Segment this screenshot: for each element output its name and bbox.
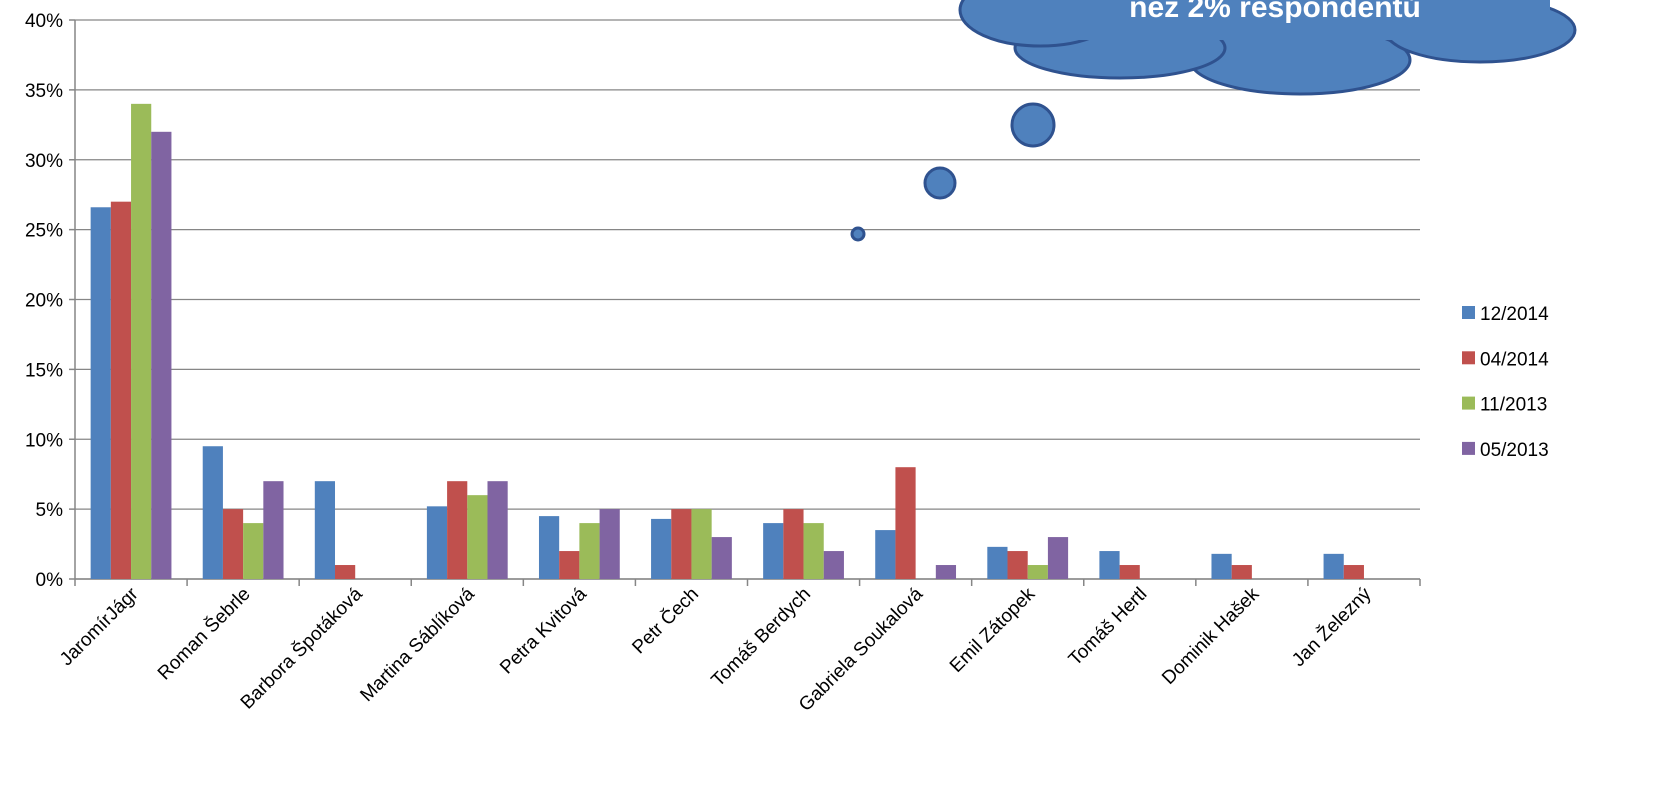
bar [1099, 551, 1120, 579]
x-tick-label: Dominik Hašek [1158, 583, 1264, 689]
legend-swatch [1462, 396, 1475, 410]
legend-swatch [1462, 306, 1475, 319]
bar [1231, 565, 1252, 579]
bar [202, 446, 223, 579]
legend-label: 04/2014 [1480, 349, 1549, 370]
bar [110, 201, 132, 580]
bar [987, 546, 1008, 579]
y-tick-label: 0% [36, 570, 64, 591]
bar [875, 530, 896, 579]
callout-text: než 2% respondentů [1129, 0, 1421, 24]
bar [559, 551, 580, 579]
legend-label: 12/2014 [1480, 304, 1549, 325]
callout-cloud [850, 0, 1577, 242]
bar [243, 523, 264, 579]
x-tick-label: Tomáš Berdych [708, 584, 815, 691]
x-tick-label: Roman Šebrle [153, 583, 254, 684]
bar [90, 207, 111, 579]
y-tick-label: 30% [25, 151, 63, 172]
bar [895, 467, 916, 579]
bar [467, 495, 488, 579]
bar [763, 523, 784, 579]
bar [447, 481, 468, 579]
x-tick-label: Gabriela Soukalová [795, 583, 927, 715]
y-tick-label: 40% [25, 11, 63, 32]
legend-label: 05/2013 [1480, 440, 1549, 461]
bar [538, 516, 560, 579]
bar [1211, 553, 1232, 579]
legend-swatch [1462, 351, 1475, 365]
bar [314, 481, 336, 579]
y-tick-label: 5% [36, 500, 64, 521]
bar [711, 537, 732, 579]
legend-swatch [1462, 441, 1475, 455]
x-tick-label: JaromírJágr [56, 583, 143, 670]
bar [823, 551, 844, 579]
bar [222, 509, 244, 579]
x-tick-label: Martina Sáblíková [356, 583, 479, 706]
bar [1027, 565, 1048, 579]
plot: 0% 5% 10% 15% 20% 25% 30% 35% 40% JaromírJágr Roma… [25, 11, 1421, 716]
bar [1323, 553, 1344, 579]
bar [651, 518, 672, 579]
y-tick-label: 10% [25, 430, 63, 451]
bar [803, 523, 824, 579]
bar [691, 509, 712, 579]
x-tick-label: Jan Železný [1287, 583, 1375, 671]
y-tick-label: 20% [25, 291, 63, 312]
bar [263, 481, 284, 579]
x-tick-label: Barbora Špotáková [236, 583, 367, 714]
y-tick-label: 25% [25, 221, 63, 242]
bar [151, 131, 172, 580]
x-tick-label: Emil Zátopek [946, 583, 1040, 677]
x-tick-label: Tomáš Hertl [1065, 584, 1152, 671]
legend-label: 11/2013 [1480, 395, 1547, 416]
bar [1047, 537, 1069, 579]
bar [783, 509, 804, 579]
bar [579, 523, 600, 579]
bar [1119, 565, 1140, 579]
bar [935, 565, 957, 579]
bar [487, 481, 508, 579]
x-tick-label: Petr Čech [628, 583, 703, 658]
bar [335, 565, 356, 579]
y-tick-label: 15% [25, 360, 63, 381]
y-tick-label: 35% [25, 81, 63, 102]
bar [1343, 565, 1364, 579]
bar [599, 509, 620, 579]
bar [671, 509, 692, 579]
bar [1007, 551, 1028, 579]
bar [131, 103, 152, 579]
x-tick-label: Petra Kvitová [496, 583, 591, 678]
bar [426, 506, 448, 579]
